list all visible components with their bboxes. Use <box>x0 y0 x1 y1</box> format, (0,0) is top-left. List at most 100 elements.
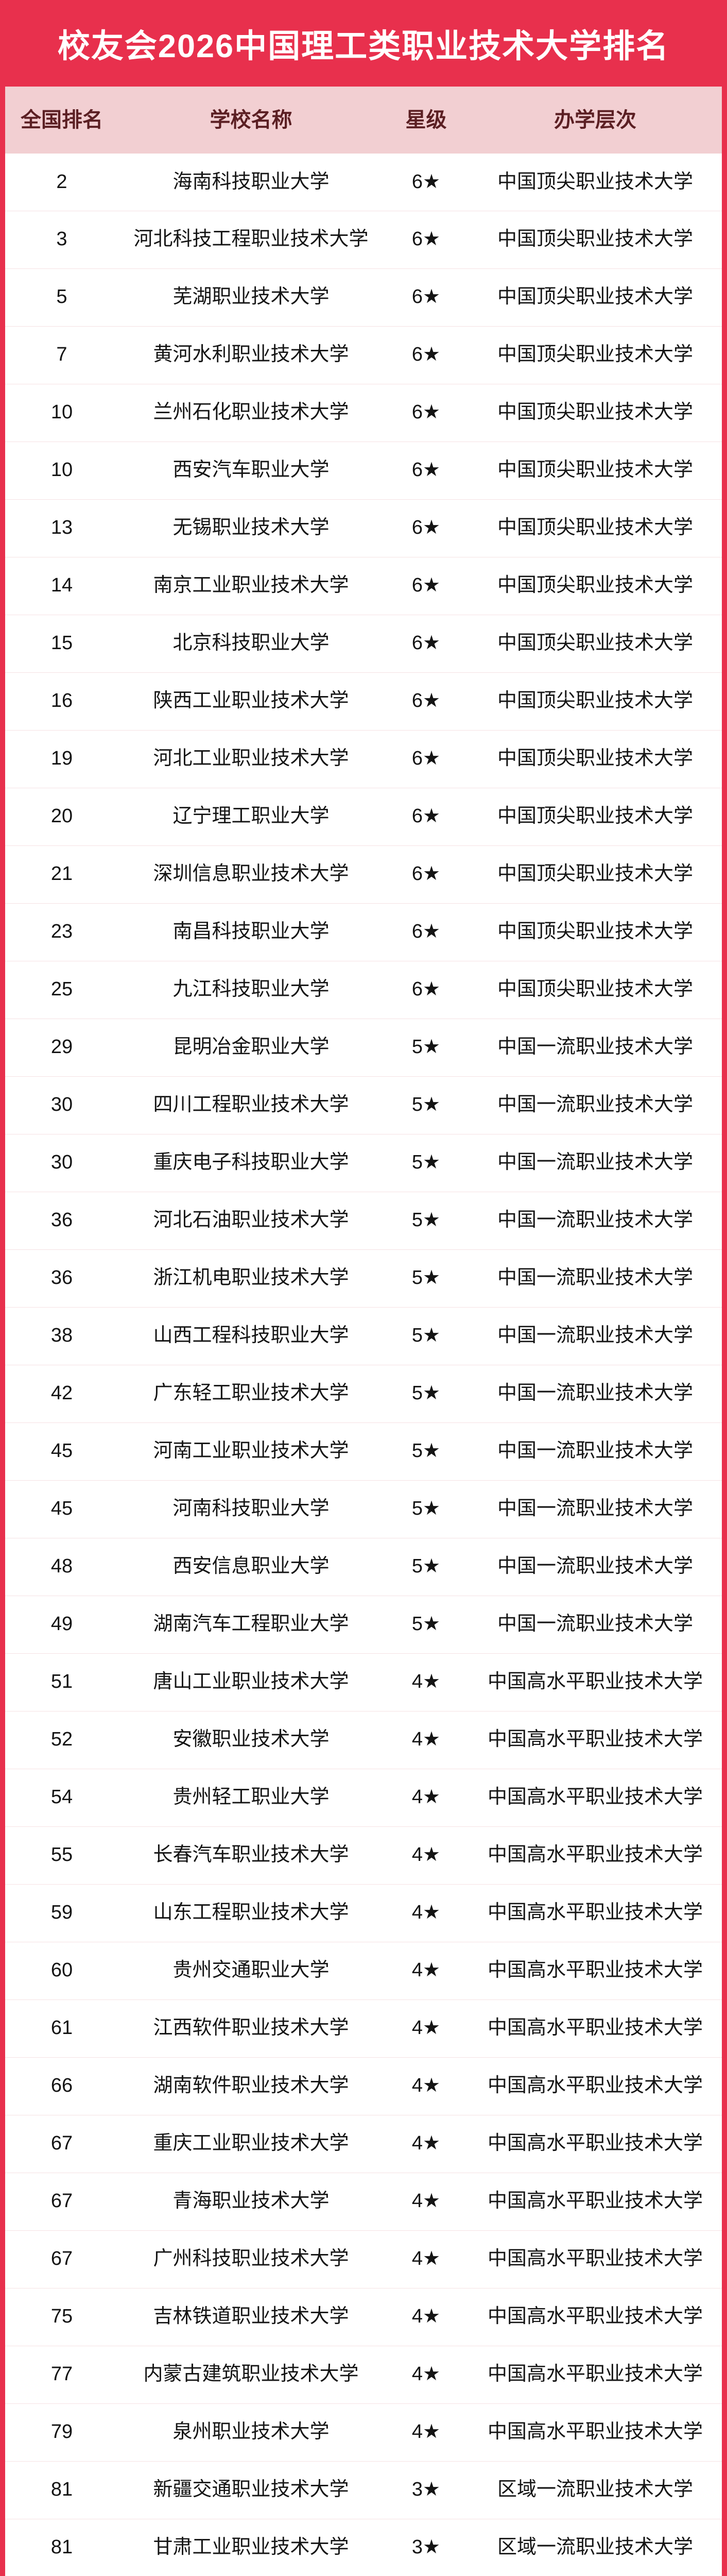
rank-cell: 67 <box>50 2248 73 2270</box>
header-school-name: 学校名称 <box>210 109 292 131</box>
level-cell: 中国高水平职业技术大学 <box>487 2421 703 2443</box>
table-row: 19 河北工业职业技术大学 6★ 中国顶尖职业技术大学 <box>5 730 722 788</box>
header-star-rating: 星级 <box>405 109 447 131</box>
level-cell: 中国顶尖职业技术大学 <box>497 978 693 1001</box>
rank-cell: 60 <box>50 1959 73 1981</box>
star-rating-cell: 6★ <box>411 344 441 366</box>
star-rating-cell: 5★ <box>411 1613 441 1635</box>
rank-cell: 81 <box>50 2536 73 2558</box>
school-name-cell: 河南工业职业技术大学 <box>153 1440 349 1462</box>
rank-cell: 23 <box>50 921 73 943</box>
rank-cell: 21 <box>50 863 73 885</box>
table-row: 3 河北科技工程职业技术大学 6★ 中国顶尖职业技术大学 <box>5 211 722 268</box>
star-rating-cell: 3★ <box>411 2536 441 2558</box>
table-row: 66 湖南软件职业技术大学 4★ 中国高水平职业技术大学 <box>5 2057 722 2115</box>
school-name-cell: 南昌科技职业大学 <box>172 921 330 943</box>
school-name-cell: 浙江机电职业技术大学 <box>153 1267 349 1289</box>
level-cell: 中国顶尖职业技术大学 <box>497 459 693 481</box>
school-name-cell: 西安汽车职业大学 <box>172 459 330 481</box>
rank-cell: 20 <box>50 805 73 827</box>
table-row: 59 山东工程职业技术大学 4★ 中国高水平职业技术大学 <box>5 1884 722 1942</box>
star-rating-cell: 5★ <box>411 1267 441 1289</box>
table-row: 13 无锡职业技术大学 6★ 中国顶尖职业技术大学 <box>5 499 722 557</box>
school-name-cell: 贵州交通职业大学 <box>172 1959 330 1981</box>
star-rating-cell: 6★ <box>411 171 441 193</box>
school-name-cell: 西安信息职业大学 <box>172 1555 330 1578</box>
school-name-cell: 昆明冶金职业大学 <box>172 1036 330 1058</box>
table-row: 10 西安汽车职业大学 6★ 中国顶尖职业技术大学 <box>5 442 722 499</box>
school-name-cell: 甘肃工业职业技术大学 <box>153 2536 349 2558</box>
star-rating-cell: 4★ <box>411 2363 441 2385</box>
school-name-cell: 河北科技工程职业技术大学 <box>133 228 369 250</box>
star-rating-cell: 5★ <box>411 1151 441 1174</box>
star-rating-cell: 5★ <box>411 1209 441 1231</box>
level-cell: 中国顶尖职业技术大学 <box>497 286 693 308</box>
school-name-cell: 深圳信息职业技术大学 <box>153 863 349 885</box>
table-row: 7 黄河水利职业技术大学 6★ 中国顶尖职业技术大学 <box>5 326 722 384</box>
level-cell: 中国一流职业技术大学 <box>497 1325 693 1347</box>
table-row: 52 安徽职业技术大学 4★ 中国高水平职业技术大学 <box>5 1711 722 1769</box>
rank-cell: 67 <box>50 2190 73 2212</box>
level-cell: 中国高水平职业技术大学 <box>487 1786 703 1808</box>
table-row: 75 吉林铁道职业技术大学 4★ 中国高水平职业技术大学 <box>5 2288 722 2346</box>
level-cell: 中国一流职业技术大学 <box>497 1440 693 1462</box>
rank-cell: 52 <box>50 1728 73 1751</box>
school-name-cell: 北京科技职业大学 <box>172 632 330 654</box>
level-cell: 中国顶尖职业技术大学 <box>497 632 693 654</box>
star-rating-cell: 4★ <box>411 2306 441 2328</box>
school-name-cell: 唐山工业职业技术大学 <box>153 1671 349 1693</box>
table-row: 55 长春汽车职业技术大学 4★ 中国高水平职业技术大学 <box>5 1826 722 1884</box>
star-rating-cell: 6★ <box>411 517 441 539</box>
table-row: 16 陕西工业职业技术大学 6★ 中国顶尖职业技术大学 <box>5 672 722 730</box>
table-row: 42 广东轻工职业技术大学 5★ 中国一流职业技术大学 <box>5 1365 722 1422</box>
table-row: 49 湖南汽车工程职业大学 5★ 中国一流职业技术大学 <box>5 1596 722 1653</box>
rank-cell: 38 <box>50 1325 73 1347</box>
rank-cell: 3 <box>56 228 67 250</box>
rank-cell: 2 <box>56 171 67 193</box>
level-cell: 中国顶尖职业技术大学 <box>497 344 693 366</box>
level-cell: 中国顶尖职业技术大学 <box>497 171 693 193</box>
star-rating-cell: 6★ <box>411 805 441 827</box>
rank-cell: 25 <box>50 978 73 1001</box>
table-row: 79 泉州职业技术大学 4★ 中国高水平职业技术大学 <box>5 2403 722 2461</box>
star-rating-cell: 5★ <box>411 1440 441 1462</box>
school-name-cell: 江西软件职业技术大学 <box>153 2017 349 2039</box>
star-rating-cell: 6★ <box>411 748 441 770</box>
school-name-cell: 河北石油职业技术大学 <box>153 1209 349 1231</box>
table-row: 61 江西软件职业技术大学 4★ 中国高水平职业技术大学 <box>5 1999 722 2057</box>
table-row: 67 广州科技职业技术大学 4★ 中国高水平职业技术大学 <box>5 2230 722 2288</box>
star-rating-cell: 4★ <box>411 2017 441 2039</box>
star-rating-cell: 4★ <box>411 2132 441 2155</box>
star-rating-cell: 4★ <box>411 2190 441 2212</box>
star-rating-cell: 4★ <box>411 2248 441 2270</box>
star-rating-cell: 6★ <box>411 690 441 712</box>
star-rating-cell: 4★ <box>411 2075 441 2097</box>
level-cell: 中国一流职业技术大学 <box>497 1036 693 1058</box>
table-row: 77 内蒙古建筑职业技术大学 4★ 中国高水平职业技术大学 <box>5 2346 722 2403</box>
star-rating-cell: 4★ <box>411 1902 441 1924</box>
rank-cell: 61 <box>50 2017 73 2039</box>
table-row: 30 四川工程职业技术大学 5★ 中国一流职业技术大学 <box>5 1076 722 1134</box>
rank-cell: 55 <box>50 1844 73 1866</box>
level-cell: 中国高水平职业技术大学 <box>487 2017 703 2039</box>
rank-cell: 75 <box>50 2306 73 2328</box>
rank-cell: 29 <box>50 1036 73 1058</box>
table-row: 48 西安信息职业大学 5★ 中国一流职业技术大学 <box>5 1538 722 1596</box>
level-cell: 中国高水平职业技术大学 <box>487 1902 703 1924</box>
level-cell: 中国高水平职业技术大学 <box>487 2075 703 2097</box>
header-level: 办学层次 <box>554 109 636 131</box>
school-name-cell: 陕西工业职业技术大学 <box>153 690 349 712</box>
table-row: 2 海南科技职业大学 6★ 中国顶尖职业技术大学 <box>5 154 722 211</box>
level-cell: 中国高水平职业技术大学 <box>487 2306 703 2328</box>
ranking-table: 全国排名 学校名称 星级 办学层次 2 海南科技职业大学 6★ 中国顶尖职业技术… <box>5 87 722 2576</box>
table-row: 14 南京工业职业技术大学 6★ 中国顶尖职业技术大学 <box>5 557 722 615</box>
level-cell: 中国一流职业技术大学 <box>497 1151 693 1174</box>
table-row: 67 重庆工业职业技术大学 4★ 中国高水平职业技术大学 <box>5 2115 722 2173</box>
rank-cell: 48 <box>50 1555 73 1578</box>
star-rating-cell: 4★ <box>411 1728 441 1751</box>
school-name-cell: 山西工程科技职业大学 <box>153 1325 349 1347</box>
rank-cell: 45 <box>50 1498 73 1520</box>
table-row: 25 九江科技职业大学 6★ 中国顶尖职业技术大学 <box>5 961 722 1019</box>
table-row: 20 辽宁理工职业大学 6★ 中国顶尖职业技术大学 <box>5 788 722 845</box>
school-name-cell: 芜湖职业技术大学 <box>172 286 330 308</box>
